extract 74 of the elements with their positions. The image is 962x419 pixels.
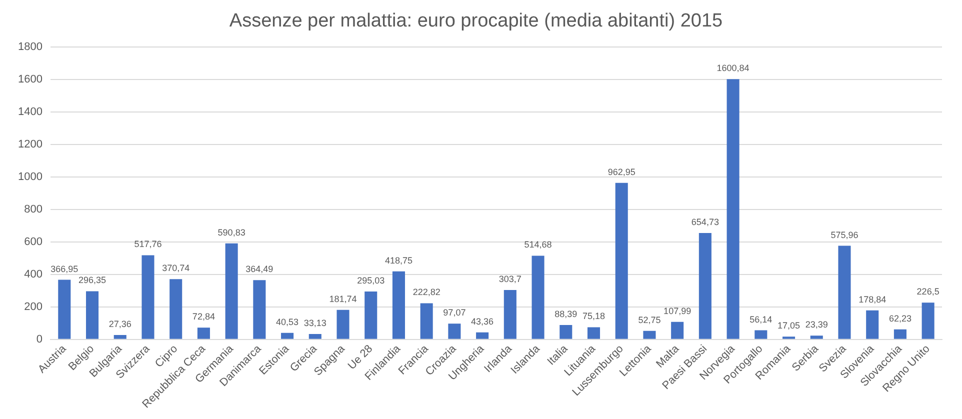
bar <box>281 332 294 339</box>
data-label: 107,99 <box>664 306 692 316</box>
bar <box>671 322 684 339</box>
data-label: 222,82 <box>412 287 440 298</box>
bar <box>142 255 154 339</box>
data-label: 226,5 <box>916 286 940 297</box>
data-label: 97,07 <box>443 308 466 318</box>
bar <box>392 271 405 339</box>
data-label: 514,68 <box>524 240 552 250</box>
y-tick-label: 600 <box>24 236 42 248</box>
bar <box>754 330 768 339</box>
data-label: 654,73 <box>691 216 719 227</box>
bar <box>866 310 879 339</box>
bar <box>420 303 433 339</box>
y-tick-label: 1200 <box>18 138 42 150</box>
data-label: 370,74 <box>162 263 190 274</box>
data-label: 27,36 <box>108 318 132 329</box>
bar <box>643 330 656 339</box>
data-label: 1600,84 <box>716 63 750 74</box>
y-tick-label: 0 <box>36 333 42 346</box>
data-label: 178,84 <box>858 294 886 304</box>
data-label: 33,13 <box>304 318 326 328</box>
bar <box>922 302 934 339</box>
data-label: 62,23 <box>888 313 912 324</box>
bar <box>197 328 210 339</box>
data-label: 52,75 <box>638 314 661 325</box>
data-label: 590,83 <box>218 227 246 238</box>
data-label: 75,18 <box>582 311 606 322</box>
bar <box>225 243 238 339</box>
data-label: 364,49 <box>246 264 274 274</box>
bar <box>58 280 71 339</box>
data-label: 962,95 <box>608 166 636 177</box>
data-label: 40,53 <box>276 316 299 327</box>
data-label: 56,14 <box>750 314 772 324</box>
bar <box>170 279 182 339</box>
y-tick-label: 1800 <box>18 40 42 53</box>
bar <box>336 310 350 339</box>
bar <box>308 334 322 339</box>
y-tick-label: 1000 <box>18 170 42 183</box>
bar <box>587 327 600 339</box>
data-label: 575,96 <box>830 230 858 240</box>
data-label: 181,74 <box>329 294 357 304</box>
data-label: 17,05 <box>778 320 800 331</box>
bar <box>504 290 516 339</box>
y-tick-label: 1600 <box>18 73 42 86</box>
bar <box>364 291 378 339</box>
y-tick-label: 400 <box>24 268 42 280</box>
y-tick-label: 800 <box>24 203 42 216</box>
bar <box>560 325 572 339</box>
data-label: 296,35 <box>78 275 106 286</box>
data-label: 72,84 <box>192 312 215 322</box>
data-label: 295,03 <box>357 275 385 286</box>
data-label: 303,7 <box>498 274 522 284</box>
data-label: 88,39 <box>554 309 578 320</box>
data-label: 517,76 <box>134 239 162 250</box>
chart-title: Assenze per malattia: euro procapite (media abitanti) 2015 <box>229 10 723 32</box>
y-tick-label: 1400 <box>18 106 42 118</box>
bar <box>615 182 628 339</box>
data-label: 43,36 <box>471 316 494 326</box>
bar <box>476 332 489 339</box>
data-label: 23,39 <box>805 320 828 330</box>
bar <box>726 79 740 339</box>
bar <box>698 232 712 339</box>
bar <box>810 336 823 339</box>
bar <box>114 334 126 339</box>
data-label: 366,95 <box>50 264 78 274</box>
bar <box>838 246 851 339</box>
data-label: 418,75 <box>384 255 412 266</box>
bar <box>894 329 906 339</box>
y-tick-label: 200 <box>24 300 42 313</box>
bar <box>86 291 99 339</box>
bar <box>253 280 266 339</box>
bar <box>448 324 461 339</box>
bar <box>532 256 544 339</box>
